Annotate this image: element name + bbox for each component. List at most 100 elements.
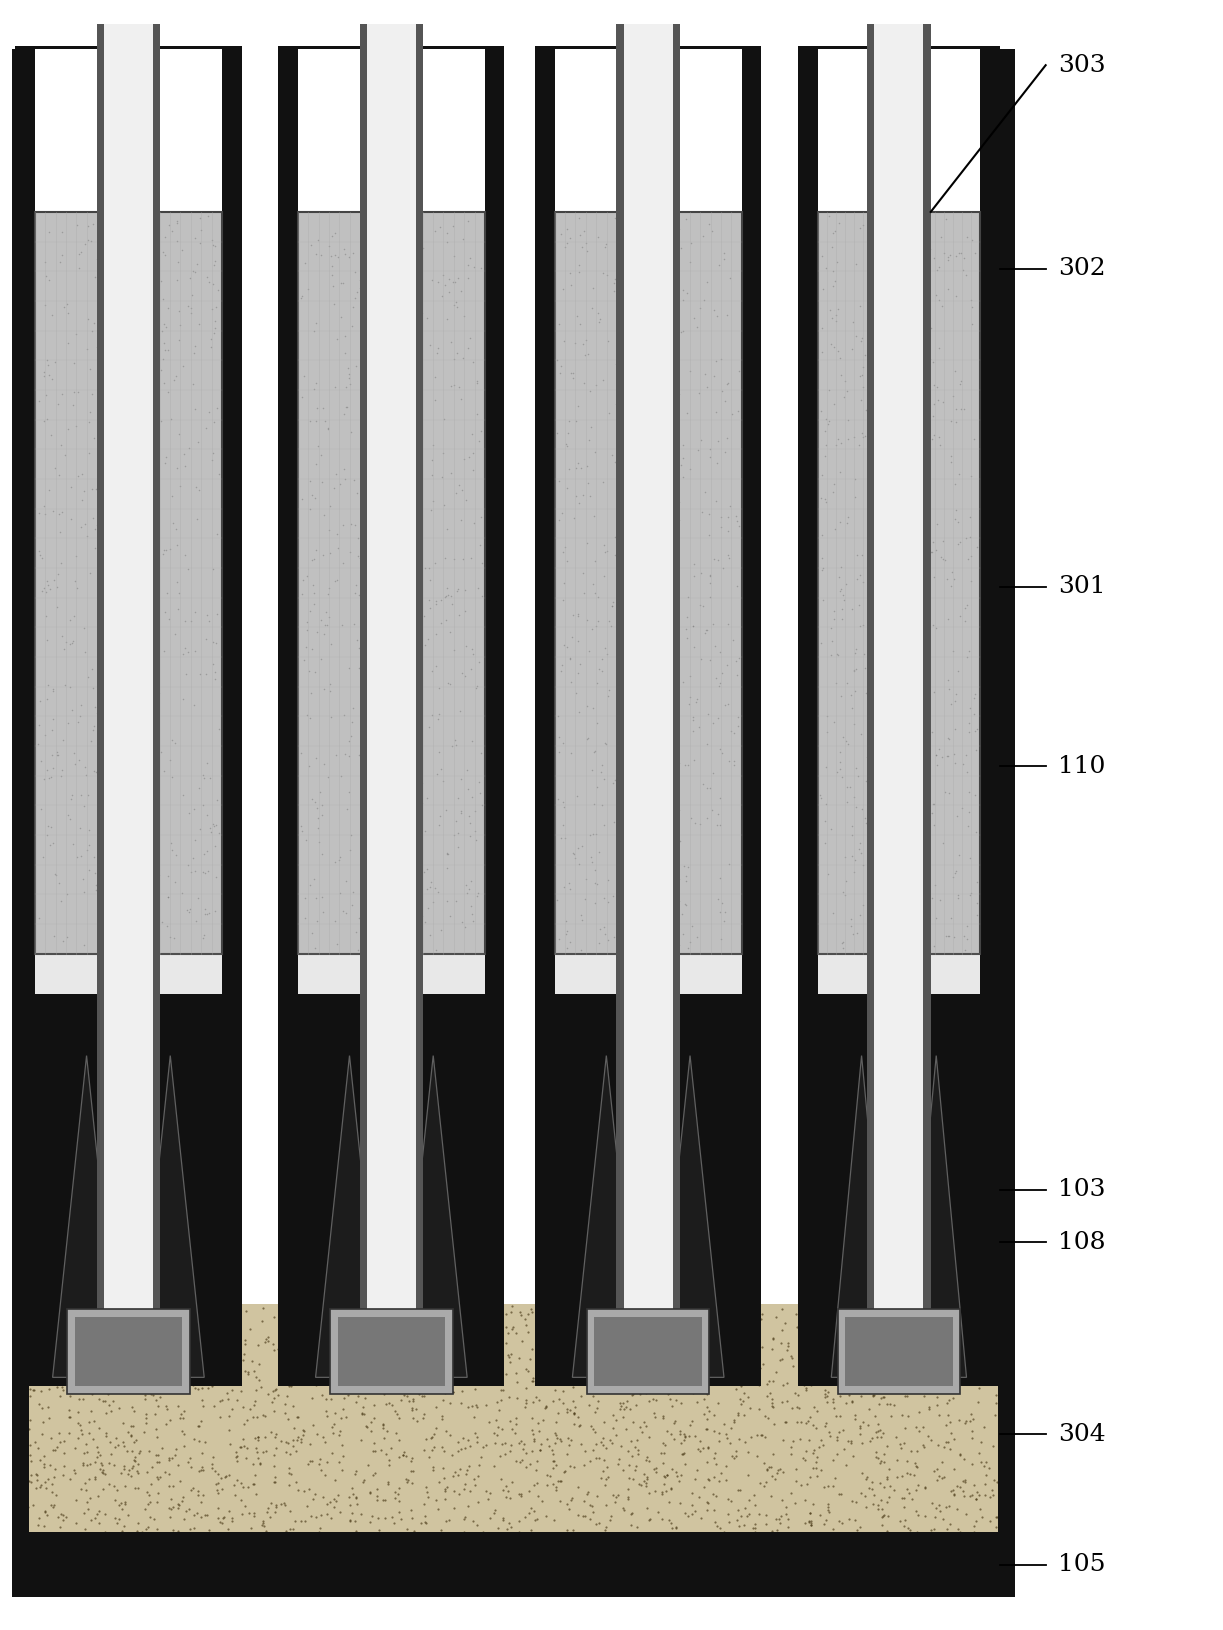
Point [914, 1415, 933, 1441]
Point [473, 1322, 493, 1348]
Point [878, 1346, 898, 1372]
Point [68, 241, 88, 267]
Point [97, 1420, 116, 1446]
Point [44, 1464, 64, 1490]
Point [349, 742, 368, 768]
Point [594, 766, 614, 792]
Point [412, 1382, 432, 1408]
Point [871, 1451, 890, 1477]
Point [895, 760, 915, 786]
Point [111, 1490, 131, 1516]
Point [872, 1496, 892, 1522]
Point [597, 538, 616, 564]
Point [115, 1488, 135, 1514]
Point [602, 1328, 621, 1355]
Point [636, 575, 656, 601]
Point [374, 1412, 394, 1438]
Point [174, 1421, 193, 1447]
Point [224, 1472, 243, 1498]
Point [967, 533, 987, 559]
Point [610, 425, 630, 452]
Point [324, 290, 344, 316]
Point [269, 1356, 289, 1382]
Point [845, 848, 865, 874]
Point [245, 1426, 264, 1452]
Point [378, 561, 397, 587]
Point [795, 1348, 815, 1374]
Point [375, 424, 395, 450]
Point [890, 776, 910, 802]
Point [838, 378, 857, 404]
Point [726, 1444, 746, 1470]
Point [775, 1410, 795, 1436]
Point [361, 1480, 380, 1506]
Point [585, 1330, 604, 1356]
Point [950, 603, 970, 629]
Point [155, 598, 175, 624]
Point [204, 556, 224, 582]
Point [878, 1488, 898, 1514]
Point [459, 1306, 478, 1332]
Point [927, 256, 947, 282]
Point [383, 388, 402, 414]
Point [170, 1405, 190, 1431]
Point [347, 1291, 367, 1317]
Point [570, 652, 589, 678]
Point [456, 1356, 476, 1382]
Bar [12, 49, 29, 1532]
Point [483, 1335, 503, 1361]
Point [673, 463, 692, 489]
Point [198, 1376, 218, 1402]
Point [204, 319, 224, 346]
Point [559, 1433, 578, 1459]
Point [718, 370, 737, 396]
Point [301, 1447, 320, 1474]
Point [386, 492, 406, 518]
Point [154, 311, 174, 337]
Point [442, 373, 461, 399]
Point [88, 742, 108, 768]
Point [651, 220, 670, 246]
Point [917, 248, 937, 274]
Point [137, 474, 157, 500]
Point [292, 385, 312, 411]
Point [860, 569, 879, 595]
Point [43, 717, 62, 743]
Point [638, 1449, 658, 1475]
Point [352, 779, 372, 805]
Point [111, 703, 131, 729]
Point [986, 1390, 1005, 1416]
Point [536, 1394, 555, 1420]
Point [600, 1503, 620, 1529]
Point [75, 615, 94, 641]
Point [121, 582, 141, 608]
Point [850, 363, 870, 390]
Point [768, 1516, 788, 1542]
Point [471, 533, 490, 559]
Point [861, 689, 881, 716]
Point [667, 1514, 686, 1540]
Point [876, 432, 895, 458]
Point [104, 1472, 124, 1498]
Point [20, 1353, 39, 1379]
Point [37, 603, 56, 629]
Point [423, 267, 443, 293]
Point [154, 637, 174, 663]
Point [627, 1426, 647, 1452]
Point [588, 300, 608, 326]
Point [861, 315, 881, 341]
Point [468, 1341, 488, 1368]
Point [68, 709, 88, 735]
Point [996, 1372, 1015, 1399]
Point [89, 639, 109, 665]
Point [298, 1330, 318, 1356]
Point [361, 1353, 380, 1379]
Point [833, 597, 852, 623]
Point [115, 714, 135, 740]
Point [933, 388, 953, 414]
Point [708, 450, 728, 476]
Point [729, 513, 748, 540]
Bar [741, 49, 761, 1011]
Point [350, 275, 369, 302]
Point [790, 1340, 810, 1366]
